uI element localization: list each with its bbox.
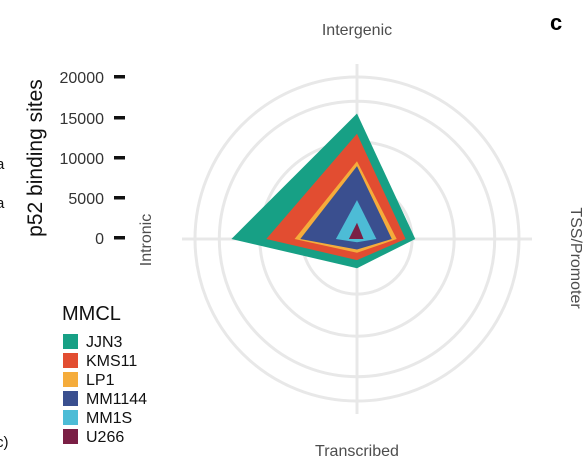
edge-fragment-2: a bbox=[0, 195, 5, 212]
y-tick-mark-20000 bbox=[114, 75, 125, 79]
legend-swatch-lp1 bbox=[63, 372, 78, 387]
series-polygon-u266 bbox=[348, 222, 364, 239]
y-tick-label-5000: 5000 bbox=[68, 191, 104, 208]
edge-fragment-1: a bbox=[0, 156, 5, 173]
legend-title: MMCL bbox=[62, 303, 121, 325]
edge-fragment-3: c) bbox=[0, 434, 9, 451]
y-axis-ticks: 20000 15000 10000 5000 0 bbox=[60, 70, 125, 248]
panel-letter: c bbox=[550, 10, 562, 35]
axis-label-intronic: Intronic bbox=[138, 214, 155, 266]
y-tick-label-20000: 20000 bbox=[60, 70, 105, 87]
legend-swatch-jjn3 bbox=[63, 334, 78, 349]
legend-label-kms11: KMS11 bbox=[86, 353, 137, 370]
legend-swatch-u266 bbox=[63, 429, 78, 444]
y-tick-mark-0 bbox=[114, 236, 125, 240]
legend-label-mm1s: MM1S bbox=[86, 410, 132, 427]
legend-label-jjn3: JJN3 bbox=[86, 334, 123, 351]
axis-label-tss-promoter: TSS/Promoter bbox=[567, 207, 584, 309]
y-tick-label-10000: 10000 bbox=[60, 151, 105, 168]
y-tick-mark-10000 bbox=[114, 156, 125, 160]
legend-label-lp1: LP1 bbox=[86, 372, 115, 389]
y-tick-mark-15000 bbox=[114, 116, 125, 120]
legend-swatch-mm1s bbox=[63, 410, 78, 425]
y-tick-mark-5000 bbox=[114, 196, 125, 200]
legend-swatch-mm1144 bbox=[63, 391, 78, 406]
legend-label-mm1144: MM1144 bbox=[86, 391, 147, 408]
legend-swatch-kms11 bbox=[63, 353, 78, 368]
legend-label-u266: U266 bbox=[86, 429, 124, 446]
series-polygon-mm1s bbox=[335, 200, 377, 243]
legend: JJN3 KMS11 LP1 MM1144 MM1S U266 bbox=[63, 334, 147, 446]
y-axis-label: p52 binding sites bbox=[24, 79, 47, 237]
axis-label-transcribed: Transcribed bbox=[315, 443, 399, 460]
y-tick-label-0: 0 bbox=[95, 231, 104, 248]
y-tick-label-15000: 15000 bbox=[60, 111, 105, 128]
series-polygons bbox=[231, 113, 416, 269]
axis-label-intergenic: Intergenic bbox=[322, 22, 392, 39]
